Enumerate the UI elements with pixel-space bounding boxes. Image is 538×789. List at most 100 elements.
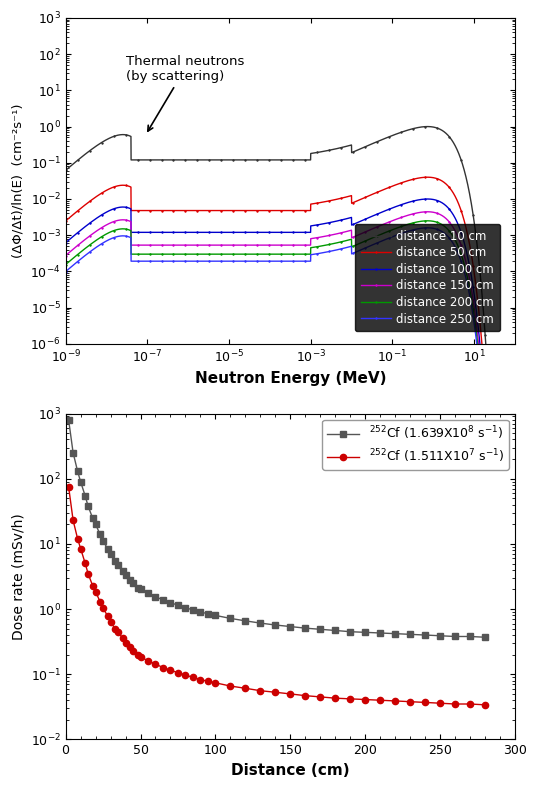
distance 100 cm [487, 484, 493, 493]
$^{252}$Cf (1.511X10$^{7}$ s$^{-1}$) [452, 699, 458, 709]
$^{252}$Cf (1.511X10$^{7}$ s$^{-1}$) [167, 666, 174, 675]
distance 10 cm [254, 155, 260, 165]
$^{252}$Cf (1.511X10$^{7}$ s$^{-1}$) [74, 534, 81, 544]
distance 250 cm [424, 223, 431, 233]
distance 150 cm [254, 241, 260, 250]
$^{252}$Cf (1.639X10$^{8}$ s$^{-1}$) [77, 477, 84, 487]
$^{252}$Cf (1.639X10$^{8}$ s$^{-1}$) [89, 513, 96, 522]
$^{252}$Cf (1.511X10$^{7}$ s$^{-1}$) [122, 638, 129, 648]
$^{252}$Cf (1.639X10$^{8}$ s$^{-1}$) [467, 632, 473, 641]
$^{252}$Cf (1.639X10$^{8}$ s$^{-1}$) [74, 466, 81, 476]
distance 100 cm [503, 484, 509, 493]
distance 100 cm [62, 238, 69, 248]
$^{252}$Cf (1.639X10$^{8}$ s$^{-1}$) [152, 592, 159, 601]
distance 100 cm [455, 219, 461, 229]
distance 10 cm [62, 166, 69, 175]
distance 10 cm [490, 484, 497, 493]
$^{252}$Cf (1.639X10$^{8}$ s$^{-1}$) [130, 578, 136, 588]
distance 50 cm [62, 216, 69, 226]
distance 150 cm [512, 484, 518, 493]
$^{252}$Cf (1.639X10$^{8}$ s$^{-1}$) [107, 549, 114, 559]
$^{252}$Cf (1.639X10$^{8}$ s$^{-1}$) [66, 415, 72, 424]
$^{252}$Cf (1.639X10$^{8}$ s$^{-1}$) [167, 598, 174, 608]
$^{252}$Cf (1.639X10$^{8}$ s$^{-1}$) [97, 529, 103, 539]
$^{252}$Cf (1.639X10$^{8}$ s$^{-1}$) [122, 570, 129, 580]
$^{252}$Cf (1.511X10$^{7}$ s$^{-1}$) [107, 617, 114, 626]
$^{252}$Cf (1.511X10$^{7}$ s$^{-1}$) [127, 642, 133, 652]
Line: $^{252}$Cf (1.639X10$^{8}$ s$^{-1}$): $^{252}$Cf (1.639X10$^{8}$ s$^{-1}$) [66, 417, 488, 641]
distance 200 cm [254, 249, 260, 259]
$^{252}$Cf (1.639X10$^{8}$ s$^{-1}$) [452, 632, 458, 641]
$^{252}$Cf (1.511X10$^{7}$ s$^{-1}$) [182, 671, 189, 680]
$^{252}$Cf (1.511X10$^{7}$ s$^{-1}$) [272, 687, 279, 697]
distance 150 cm [486, 484, 493, 493]
$^{252}$Cf (1.511X10$^{7}$ s$^{-1}$) [100, 603, 107, 612]
$^{252}$Cf (1.511X10$^{7}$ s$^{-1}$) [97, 597, 103, 607]
distance 10 cm [455, 147, 461, 156]
$^{252}$Cf (1.511X10$^{7}$ s$^{-1}$) [482, 700, 488, 709]
distance 10 cm [503, 484, 509, 493]
$^{252}$Cf (1.639X10$^{8}$ s$^{-1}$) [182, 603, 189, 612]
$^{252}$Cf (1.511X10$^{7}$ s$^{-1}$) [242, 683, 249, 693]
$^{252}$Cf (1.511X10$^{7}$ s$^{-1}$) [332, 694, 338, 703]
$^{252}$Cf (1.639X10$^{8}$ s$^{-1}$) [377, 628, 384, 638]
$^{252}$Cf (1.511X10$^{7}$ s$^{-1}$) [190, 672, 196, 682]
$^{252}$Cf (1.639X10$^{8}$ s$^{-1}$) [242, 616, 249, 626]
$^{252}$Cf (1.639X10$^{8}$ s$^{-1}$) [392, 629, 398, 638]
distance 100 cm [424, 194, 431, 204]
$^{252}$Cf (1.639X10$^{8}$ s$^{-1}$) [134, 583, 141, 593]
$^{252}$Cf (1.639X10$^{8}$ s$^{-1}$) [70, 448, 76, 458]
$^{252}$Cf (1.511X10$^{7}$ s$^{-1}$) [317, 692, 323, 701]
Line: distance 250 cm: distance 250 cm [65, 226, 516, 490]
$^{252}$Cf (1.511X10$^{7}$ s$^{-1}$) [437, 698, 443, 708]
distance 100 cm [235, 227, 241, 237]
Line: distance 100 cm: distance 100 cm [65, 198, 516, 490]
$^{252}$Cf (1.511X10$^{7}$ s$^{-1}$) [134, 650, 141, 660]
$^{252}$Cf (1.639X10$^{8}$ s$^{-1}$) [407, 630, 413, 639]
$^{252}$Cf (1.511X10$^{7}$ s$^{-1}$) [85, 569, 91, 578]
distance 200 cm [62, 260, 69, 269]
distance 200 cm [503, 484, 509, 493]
$^{252}$Cf (1.639X10$^{8}$ s$^{-1}$) [257, 619, 264, 628]
$^{252}$Cf (1.639X10$^{8}$ s$^{-1}$) [137, 585, 144, 594]
distance 50 cm [140, 206, 147, 215]
$^{252}$Cf (1.511X10$^{7}$ s$^{-1}$) [175, 668, 181, 678]
distance 150 cm [114, 216, 120, 226]
$^{252}$Cf (1.639X10$^{8}$ s$^{-1}$) [115, 560, 121, 570]
$^{252}$Cf (1.511X10$^{7}$ s$^{-1}$) [257, 686, 264, 695]
$^{252}$Cf (1.511X10$^{7}$ s$^{-1}$) [287, 689, 294, 698]
distance 200 cm [114, 225, 120, 234]
distance 250 cm [254, 256, 260, 266]
$^{252}$Cf (1.511X10$^{7}$ s$^{-1}$) [467, 699, 473, 709]
$^{252}$Cf (1.639X10$^{8}$ s$^{-1}$) [302, 623, 308, 633]
$^{252}$Cf (1.511X10$^{7}$ s$^{-1}$) [104, 611, 111, 621]
$^{252}$Cf (1.511X10$^{7}$ s$^{-1}$) [130, 646, 136, 656]
distance 200 cm [140, 249, 147, 259]
distance 250 cm [235, 256, 241, 266]
$^{252}$Cf (1.511X10$^{7}$ s$^{-1}$) [377, 695, 384, 705]
$^{252}$Cf (1.511X10$^{7}$ s$^{-1}$) [160, 663, 166, 672]
$^{252}$Cf (1.511X10$^{7}$ s$^{-1}$) [212, 678, 218, 687]
distance 150 cm [503, 484, 509, 493]
Line: distance 150 cm: distance 150 cm [65, 211, 516, 490]
distance 50 cm [254, 206, 260, 215]
$^{252}$Cf (1.511X10$^{7}$ s$^{-1}$) [204, 677, 211, 686]
distance 250 cm [503, 484, 509, 493]
distance 100 cm [254, 227, 260, 237]
distance 10 cm [235, 155, 241, 165]
$^{252}$Cf (1.639X10$^{8}$ s$^{-1}$) [227, 614, 233, 623]
$^{252}$Cf (1.639X10$^{8}$ s$^{-1}$) [85, 501, 91, 510]
distance 10 cm [424, 122, 431, 131]
distance 200 cm [486, 484, 492, 493]
$^{252}$Cf (1.511X10$^{7}$ s$^{-1}$) [77, 544, 84, 553]
distance 150 cm [140, 241, 147, 250]
distance 150 cm [455, 232, 461, 241]
$^{252}$Cf (1.511X10$^{7}$ s$^{-1}$) [407, 697, 413, 706]
$^{252}$Cf (1.639X10$^{8}$ s$^{-1}$) [190, 605, 196, 615]
$^{252}$Cf (1.511X10$^{7}$ s$^{-1}$) [145, 656, 151, 666]
$^{252}$Cf (1.511X10$^{7}$ s$^{-1}$) [152, 660, 159, 669]
distance 50 cm [488, 484, 494, 493]
Legend: distance 10 cm, distance 50 cm, distance 100 cm, distance 150 cm, distance 200 c: distance 10 cm, distance 50 cm, distance… [355, 224, 500, 331]
X-axis label: Neutron Energy (MeV): Neutron Energy (MeV) [195, 371, 386, 386]
distance 200 cm [424, 216, 431, 226]
